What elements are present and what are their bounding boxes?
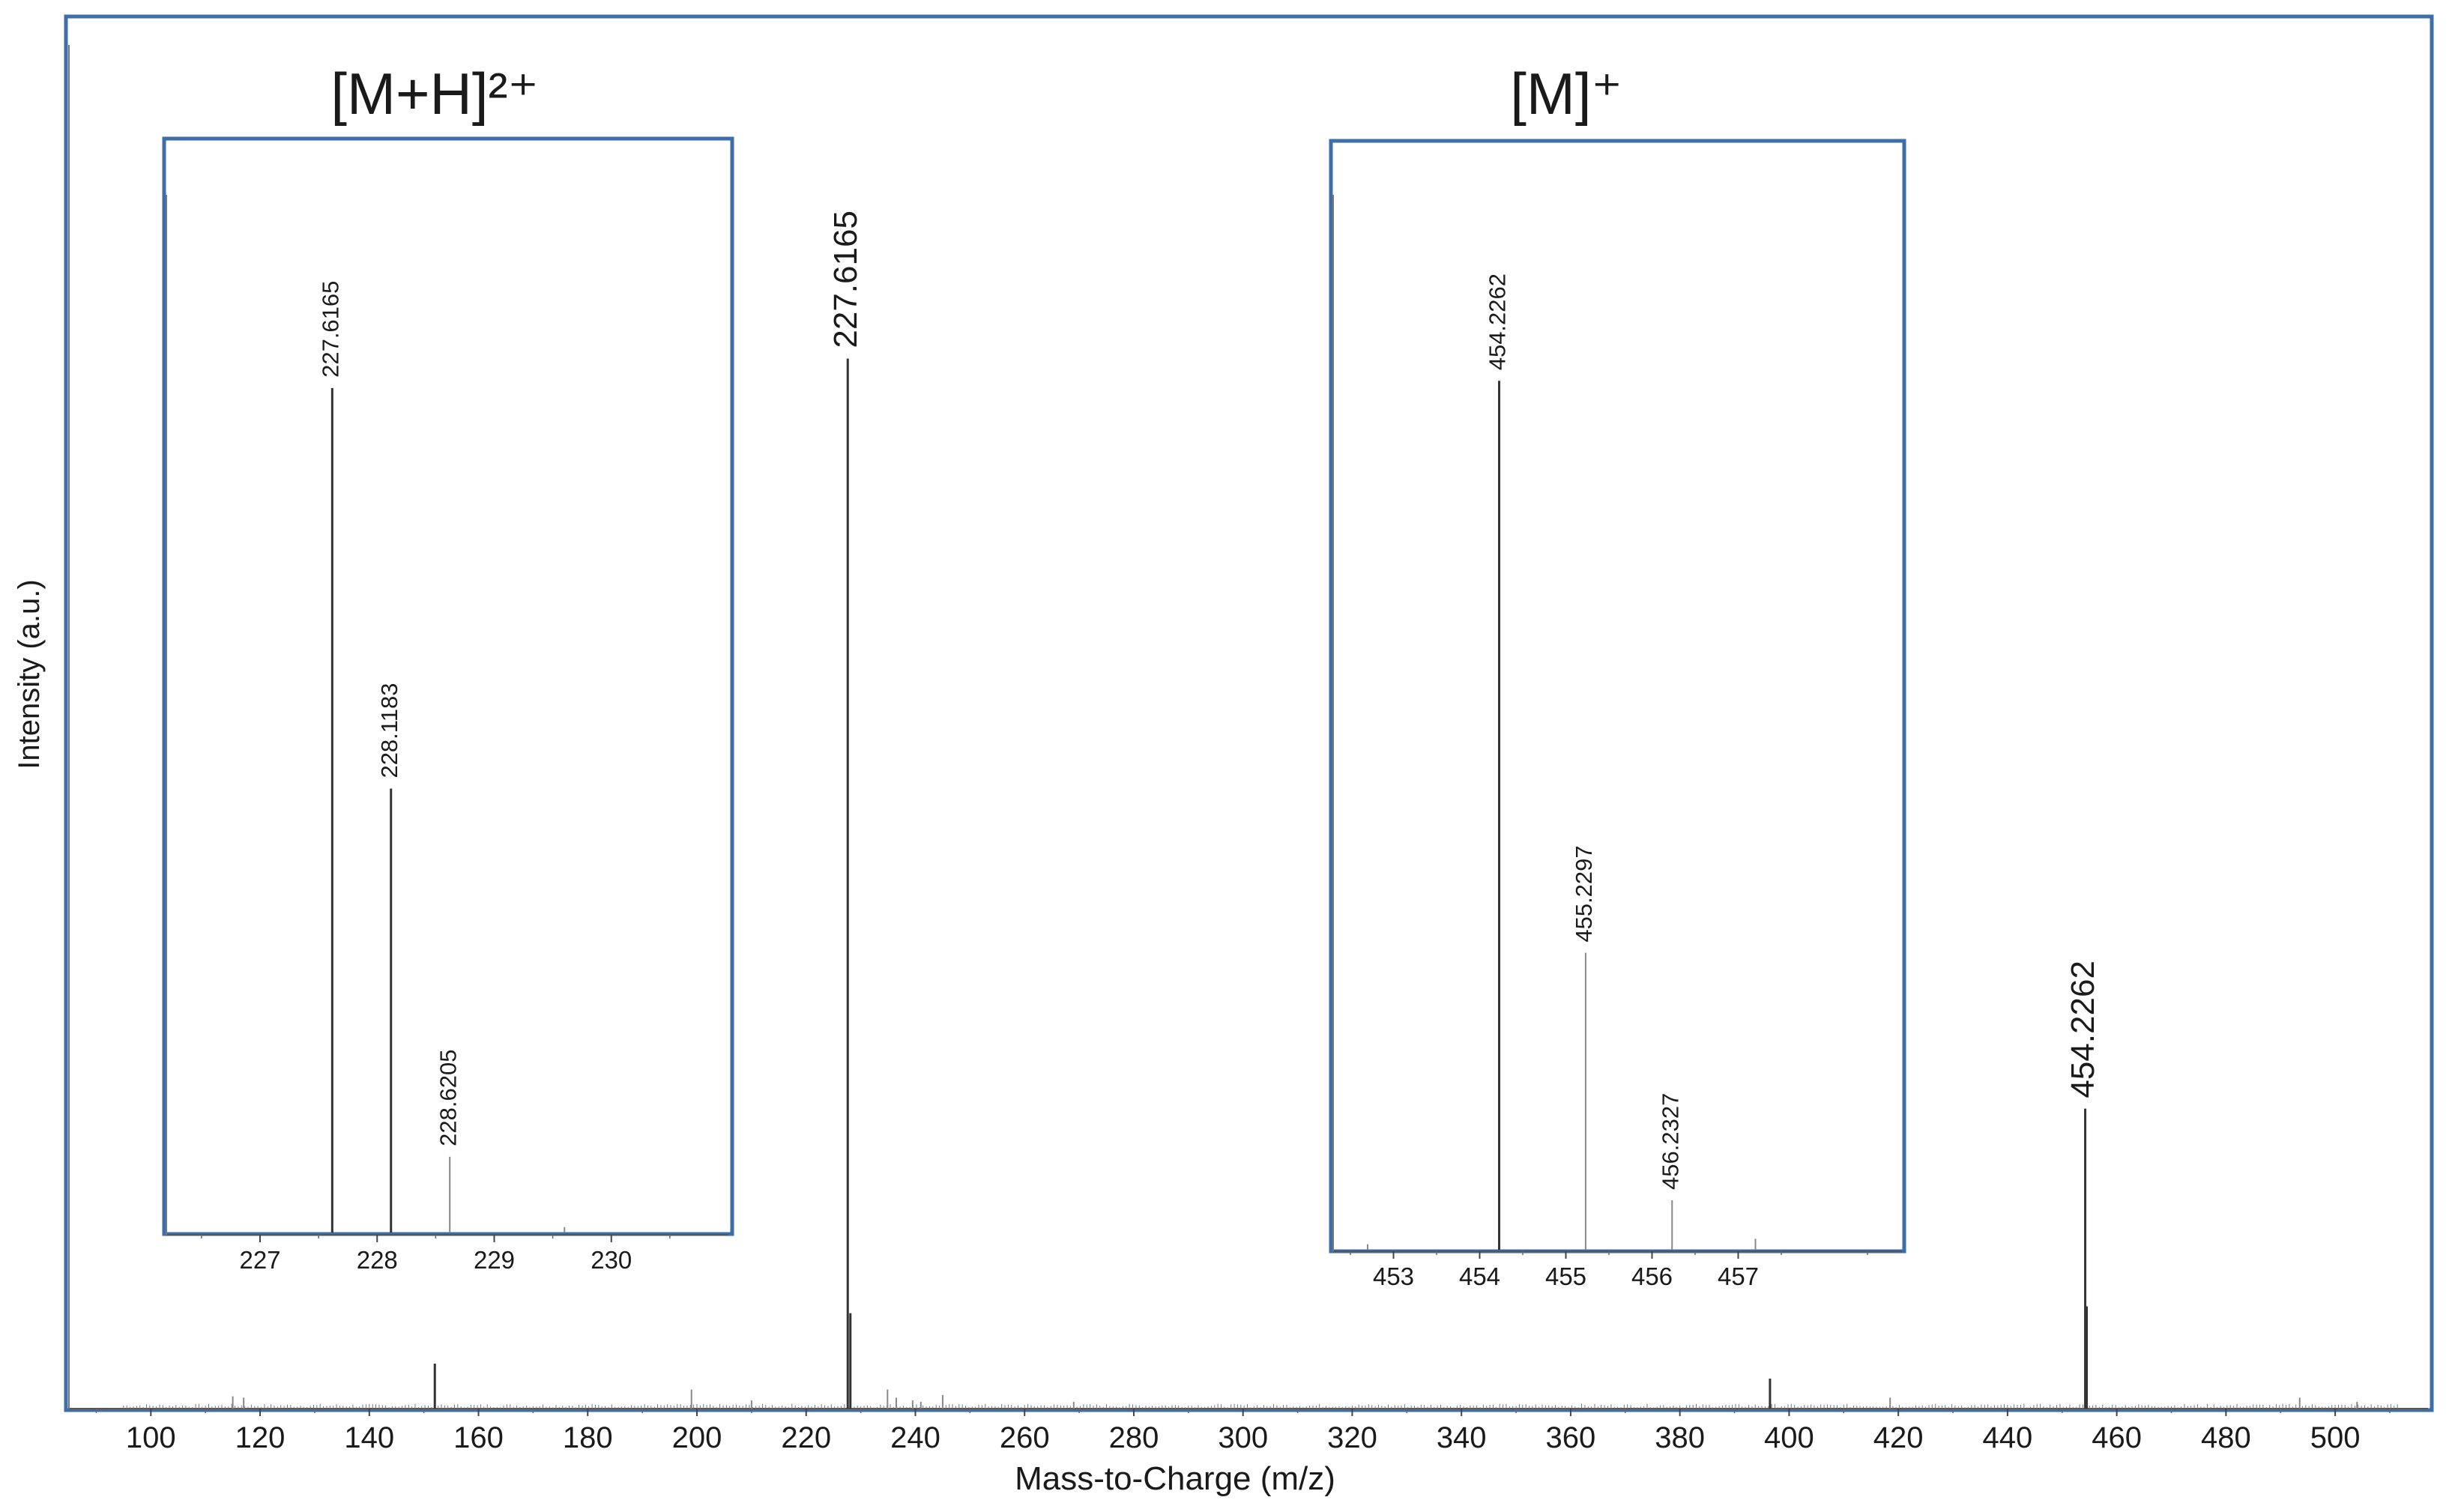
inset-dication-spectrum: 227 228 229 230 227.6165 228.1183 228.6205 [M+H… — [162, 61, 734, 1274]
x-tick-label: 455 — [1545, 1262, 1586, 1290]
x-tick-label: 453 — [1373, 1262, 1414, 1290]
x-tick-label: 300 — [1218, 1421, 1268, 1454]
peak-label: 455.2297 — [1571, 845, 1597, 942]
peak-label: 454.2262 — [1485, 273, 1511, 370]
inset-frame — [1329, 139, 1906, 1254]
x-tick-label: 100 — [126, 1421, 176, 1454]
x-tick-label: 400 — [1764, 1421, 1814, 1454]
x-tick-label: 228 — [357, 1246, 398, 1274]
peak-label: 456.2327 — [1657, 1093, 1683, 1190]
x-tick-label: 140 — [344, 1421, 394, 1454]
peak-label: 227.6165 — [318, 281, 344, 378]
x-tick-label: 454 — [1459, 1262, 1500, 1290]
x-tick-label: 380 — [1655, 1421, 1705, 1454]
main-spectrum: 100 120 140 160 180 200 220 240 260 280 300 320 340 3… — [13, 14, 2434, 1497]
peak-label: 228.1183 — [376, 683, 402, 778]
peak-label: 454.2262 — [2065, 961, 2101, 1098]
inset-title: [M]⁺ — [1510, 61, 1622, 127]
x-tick-label: 460 — [2092, 1421, 2142, 1454]
x-tick-label: 120 — [235, 1421, 286, 1454]
x-tick-label: 440 — [1983, 1421, 2033, 1454]
x-tick-label: 220 — [781, 1421, 831, 1454]
x-tick-label: 280 — [1109, 1421, 1159, 1454]
peak-label: 228.6205 — [435, 1050, 461, 1146]
x-tick-label: 456 — [1631, 1262, 1673, 1290]
x-tick-label: 160 — [453, 1421, 504, 1454]
x-tick-label: 227 — [239, 1246, 280, 1274]
x-tick-label: 230 — [591, 1246, 632, 1274]
x-tick-label: 340 — [1437, 1421, 1487, 1454]
x-tick-label: 457 — [1718, 1262, 1759, 1290]
y-axis-title: Intensity (a.u.) — [13, 579, 46, 769]
x-tick-label: 260 — [1000, 1421, 1050, 1454]
x-tick-label: 200 — [672, 1421, 722, 1454]
x-tick-label: 360 — [1546, 1421, 1596, 1454]
inset-frame — [162, 136, 734, 1236]
x-tick-label: 480 — [2201, 1421, 2251, 1454]
x-tick-label: 240 — [890, 1421, 940, 1454]
x-tick-label: 229 — [474, 1246, 515, 1274]
baseline-noise — [123, 1403, 2398, 1409]
plot-frame — [64, 14, 2434, 1412]
peak-label: 227.6165 — [827, 211, 864, 348]
x-tick-label: 180 — [563, 1421, 613, 1454]
inset-monocation-spectrum: 453 454 455 456 457 454.2262 455.2297 456.2327 [… — [1329, 61, 1906, 1290]
x-tick-label: 320 — [1327, 1421, 1377, 1454]
x-axis-title: Mass-to-Charge (m/z) — [1015, 1460, 1335, 1497]
x-tick-label: 500 — [2310, 1421, 2361, 1454]
x-tick-label: 420 — [1873, 1421, 1924, 1454]
inset-title: [M+H]²⁺ — [330, 61, 538, 127]
